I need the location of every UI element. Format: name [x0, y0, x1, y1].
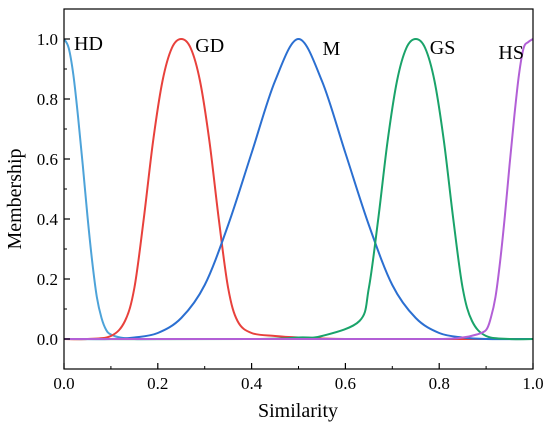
series-line-hd — [64, 38, 533, 341]
x-tick-label: 0.4 — [241, 374, 263, 393]
y-tick-label: 0.6 — [37, 150, 58, 169]
series-line-gd — [64, 38, 533, 341]
series-label-gs: GS — [430, 37, 456, 59]
series-line-gs — [64, 38, 533, 341]
x-axis-title: Similarity — [258, 400, 338, 422]
series-label-hs: HS — [498, 42, 524, 64]
y-axis-title: Membership — [4, 148, 26, 249]
series-label-gd: GD — [195, 35, 224, 57]
series-label-hd: HD — [74, 33, 103, 55]
series-line-m — [64, 38, 533, 341]
series-label-m: M — [323, 38, 341, 60]
y-tick-label: 0.4 — [37, 210, 59, 229]
y-tick-label: 0.0 — [37, 330, 58, 349]
x-tick-label: 0.0 — [53, 374, 74, 393]
x-tick-label: 0.8 — [429, 374, 450, 393]
series-line-hs — [64, 38, 533, 341]
series-labels: HD GD M GS HS — [74, 33, 524, 64]
x-tick-label: 0.2 — [147, 374, 168, 393]
y-axis-ticks: 0.0 0.2 0.4 0.6 0.8 1.0 — [37, 30, 70, 349]
x-tick-label: 0.6 — [335, 374, 356, 393]
y-tick-label: 0.8 — [37, 90, 58, 109]
x-axis-ticks: 0.0 0.2 0.4 0.6 0.8 1.0 — [53, 363, 544, 393]
y-tick-label: 1.0 — [37, 30, 58, 49]
plot-frame — [63, 8, 534, 370]
x-tick-label: 1.0 — [522, 374, 543, 393]
y-tick-label: 0.2 — [37, 270, 58, 289]
series-layer — [64, 38, 533, 341]
